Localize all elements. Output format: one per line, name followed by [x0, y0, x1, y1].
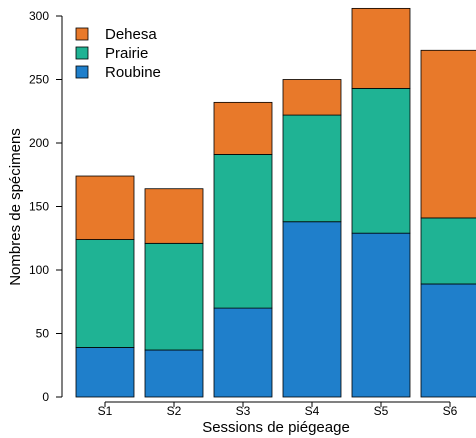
bar-segment-prairie-s6 [420, 217, 476, 285]
y-tick-label: 100 [29, 263, 49, 277]
bar-segment-roubine-s2 [144, 349, 204, 398]
legend-label-prairie: Prairie [105, 45, 148, 62]
legend-swatch-dehesa [75, 27, 89, 41]
bar-segment-roubine-s1 [75, 347, 135, 398]
bar-segment-dehesa-s3 [213, 101, 273, 155]
x-tick-label: S1 [98, 404, 113, 418]
y-tick-label: 150 [29, 200, 49, 214]
legend: Dehesa Prairie Roubine [75, 26, 161, 81]
y-axis: 0 50 100 150 200 250 300 [29, 9, 63, 404]
x-axis: S1 S2 S3 S4 S5 S6 [98, 401, 458, 418]
legend-label-roubine: Roubine [105, 64, 161, 81]
x-tick-label: S4 [305, 404, 320, 418]
y-tick-label: 0 [42, 390, 49, 404]
bar-segment-roubine-s6 [420, 283, 476, 398]
bar-segment-roubine-s3 [213, 307, 273, 398]
x-tick-label: S5 [374, 404, 389, 418]
bar-segment-dehesa-s2 [144, 188, 204, 244]
legend-swatch-roubine [75, 65, 89, 79]
bar-segment-dehesa-s5 [351, 7, 411, 89]
bar-segment-prairie-s1 [75, 239, 135, 348]
y-tick-label: 200 [29, 136, 49, 150]
legend-swatch-prairie [75, 46, 89, 60]
y-tick-label: 250 [29, 73, 49, 87]
bar-segment-prairie-s4 [282, 114, 342, 223]
x-axis-title: Sessions de piégeage [202, 419, 350, 436]
bar-segment-roubine-s4 [282, 221, 342, 398]
bar-segment-dehesa-s6 [420, 49, 476, 219]
bar-segment-prairie-s3 [213, 154, 273, 309]
y-axis-title: Nombres de spécimens [7, 128, 24, 286]
y-tick-label: 50 [36, 327, 50, 341]
x-tick-label: S6 [443, 404, 458, 418]
bar-segment-roubine-s5 [351, 232, 411, 398]
bar-segment-dehesa-s4 [282, 79, 342, 116]
legend-label-dehesa: Dehesa [105, 26, 157, 43]
bars [75, 7, 476, 398]
y-tick-label: 300 [29, 9, 49, 23]
x-tick-label: S2 [167, 404, 182, 418]
x-tick-label: S3 [236, 404, 251, 418]
bar-segment-dehesa-s1 [75, 175, 135, 240]
bar-segment-prairie-s5 [351, 87, 411, 234]
bar-segment-prairie-s2 [144, 242, 204, 351]
